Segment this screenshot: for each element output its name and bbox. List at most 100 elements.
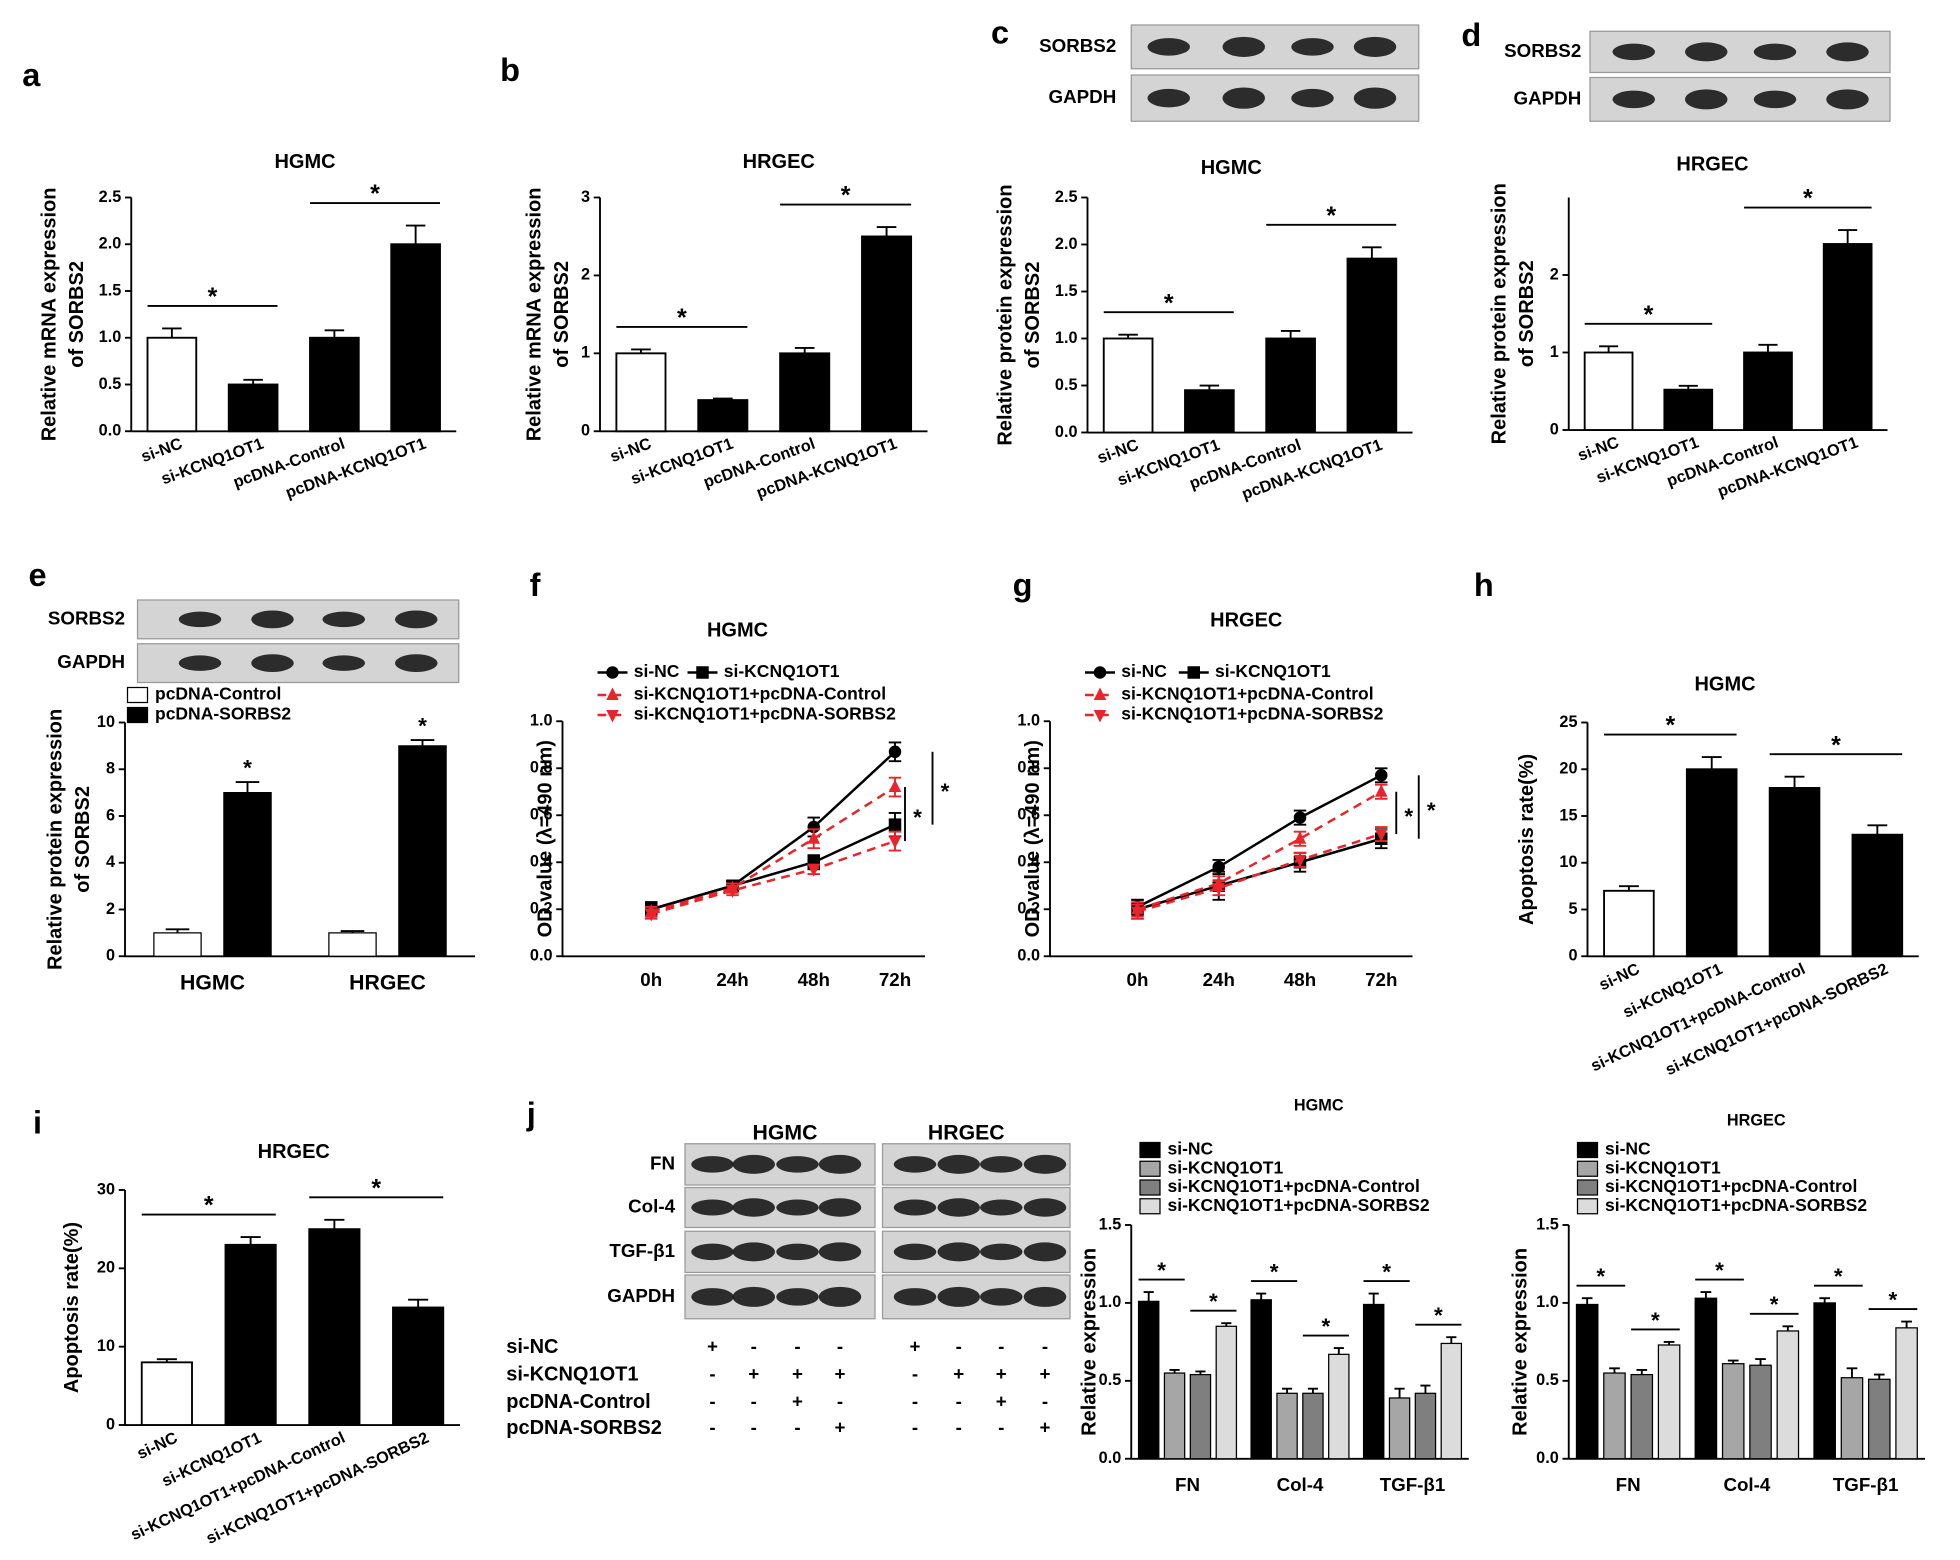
y-tick-label: 2.0 bbox=[1055, 235, 1078, 253]
chart-title: HRGEC bbox=[1676, 153, 1748, 175]
y-tick-label: 2.5 bbox=[99, 188, 122, 206]
condition-label: si-NC bbox=[506, 1336, 558, 1358]
blot-band bbox=[980, 1199, 1023, 1216]
bar bbox=[1137, 1300, 1160, 1460]
chart-title: HRGEC bbox=[1727, 1112, 1786, 1130]
error-bar bbox=[408, 1298, 429, 1308]
blot-band bbox=[1753, 43, 1797, 61]
y-tick-label: 2 bbox=[1550, 265, 1559, 283]
panel-letter: e bbox=[28, 557, 46, 593]
blot-band bbox=[980, 1243, 1023, 1261]
y-tick-label: 4 bbox=[106, 853, 115, 871]
condition-sign: - bbox=[998, 1417, 1004, 1438]
condition-sign: - bbox=[794, 1335, 800, 1356]
bar bbox=[1388, 1397, 1411, 1460]
bar bbox=[390, 243, 441, 433]
panel-letter: g bbox=[1013, 567, 1033, 603]
significance-label: * bbox=[418, 713, 427, 738]
bar bbox=[1250, 1299, 1272, 1460]
x-tick-label: Col-4 bbox=[1723, 1474, 1770, 1495]
y-tick-label: 1.0 bbox=[1536, 1293, 1559, 1311]
y-axis-label: Relative expression bbox=[1510, 1248, 1532, 1436]
chart-title: HRGEC bbox=[258, 1141, 330, 1163]
y-axis-label: of SORBS2 bbox=[72, 786, 94, 893]
y-axis-label: Relative mRNA expression bbox=[523, 187, 545, 441]
significance-label: * bbox=[1321, 1314, 1330, 1339]
marker bbox=[1293, 854, 1307, 868]
significance-label: * bbox=[243, 756, 252, 781]
y-tick-label: 15 bbox=[1559, 806, 1577, 824]
condition-sign: + bbox=[707, 1335, 718, 1356]
y-axis-label: of SORBS2 bbox=[551, 261, 573, 368]
y-axis-label: Relative protein expression bbox=[1488, 183, 1510, 444]
y-tick-label: 0.2 bbox=[530, 900, 553, 918]
y-tick-label: 0.6 bbox=[1017, 806, 1040, 824]
error-bar bbox=[1118, 333, 1138, 339]
legend-label: si-KCNQ1OT1+pcDNA-SORBS2 bbox=[1121, 704, 1383, 724]
x-tick-label: pcDNA-KCNQ1OT1 bbox=[1715, 433, 1860, 501]
y-axis-label: Relative protein expression bbox=[45, 709, 67, 970]
y-tick-label: 2 bbox=[581, 266, 590, 284]
x-tick-label: si-NC bbox=[139, 435, 185, 467]
bar bbox=[1346, 257, 1398, 434]
marker bbox=[807, 864, 820, 877]
significance-label: * bbox=[1596, 1264, 1605, 1289]
y-tick-label: 0 bbox=[1550, 420, 1559, 438]
blot-band bbox=[937, 1154, 980, 1174]
y-axis-label: of SORBS2 bbox=[1022, 262, 1044, 369]
blot-band bbox=[818, 1242, 862, 1262]
error-bar bbox=[1700, 1291, 1712, 1299]
y-tick-label: 0.0 bbox=[1017, 947, 1040, 965]
bar bbox=[1265, 337, 1316, 434]
condition-sign: + bbox=[1040, 1417, 1051, 1438]
legend-swatch bbox=[1139, 1198, 1161, 1215]
significance-label: * bbox=[1770, 1292, 1779, 1317]
legend-label: si-KCNQ1OT1 bbox=[1215, 661, 1331, 681]
error-bar bbox=[1221, 1322, 1232, 1327]
error-bar bbox=[1678, 384, 1698, 390]
blot-row-label: Col-4 bbox=[628, 1195, 675, 1216]
x-tick-label: HRGEC bbox=[349, 970, 426, 994]
error-bar bbox=[1873, 1373, 1885, 1380]
bar bbox=[227, 383, 279, 433]
y-tick-label: 0 bbox=[106, 947, 115, 965]
x-tick-label: HGMC bbox=[180, 970, 245, 994]
error-bar bbox=[1143, 1291, 1154, 1302]
legend-label: si-KCNQ1OT1 bbox=[1168, 1157, 1284, 1177]
bar bbox=[1440, 1342, 1463, 1460]
y-tick-label: 5 bbox=[1568, 900, 1577, 918]
y-tick-label: 0.0 bbox=[1099, 1449, 1122, 1467]
marker bbox=[1293, 831, 1307, 844]
bar bbox=[1276, 1392, 1298, 1460]
bar bbox=[328, 932, 377, 957]
blot-band bbox=[1291, 88, 1334, 108]
legend-marker bbox=[606, 710, 619, 723]
chart-title: HGMC bbox=[274, 151, 335, 173]
legend-label: si-KCNQ1OT1 bbox=[1605, 1157, 1721, 1177]
legend-label: si-KCNQ1OT1+pcDNA-SORBS2 bbox=[1168, 1195, 1430, 1215]
error-bar bbox=[1368, 1292, 1379, 1305]
condition-sign: - bbox=[751, 1390, 757, 1411]
significance-label: * bbox=[1715, 1258, 1724, 1283]
bar bbox=[1743, 351, 1793, 431]
y-tick-label: 0.0 bbox=[530, 947, 553, 965]
y-tick-label: 0.5 bbox=[99, 375, 122, 393]
condition-sign: - bbox=[709, 1417, 715, 1438]
condition-sign: + bbox=[835, 1417, 846, 1438]
blot-band bbox=[776, 1199, 819, 1216]
condition-sign: - bbox=[1042, 1390, 1048, 1411]
bar bbox=[1721, 1363, 1745, 1460]
line bbox=[650, 839, 896, 916]
blot-band bbox=[1222, 87, 1265, 109]
panel-letter: b bbox=[500, 52, 520, 88]
error-bar bbox=[235, 781, 260, 793]
legend-label: si-KCNQ1OT1+pcDNA-Control bbox=[634, 684, 886, 704]
x-tick-label: si-NC bbox=[1095, 436, 1141, 468]
condition-sign: - bbox=[751, 1417, 757, 1438]
bar bbox=[1694, 1297, 1718, 1460]
marker bbox=[1375, 829, 1388, 842]
error-bar bbox=[340, 930, 365, 933]
bar bbox=[1813, 1302, 1836, 1460]
line bbox=[650, 785, 896, 913]
